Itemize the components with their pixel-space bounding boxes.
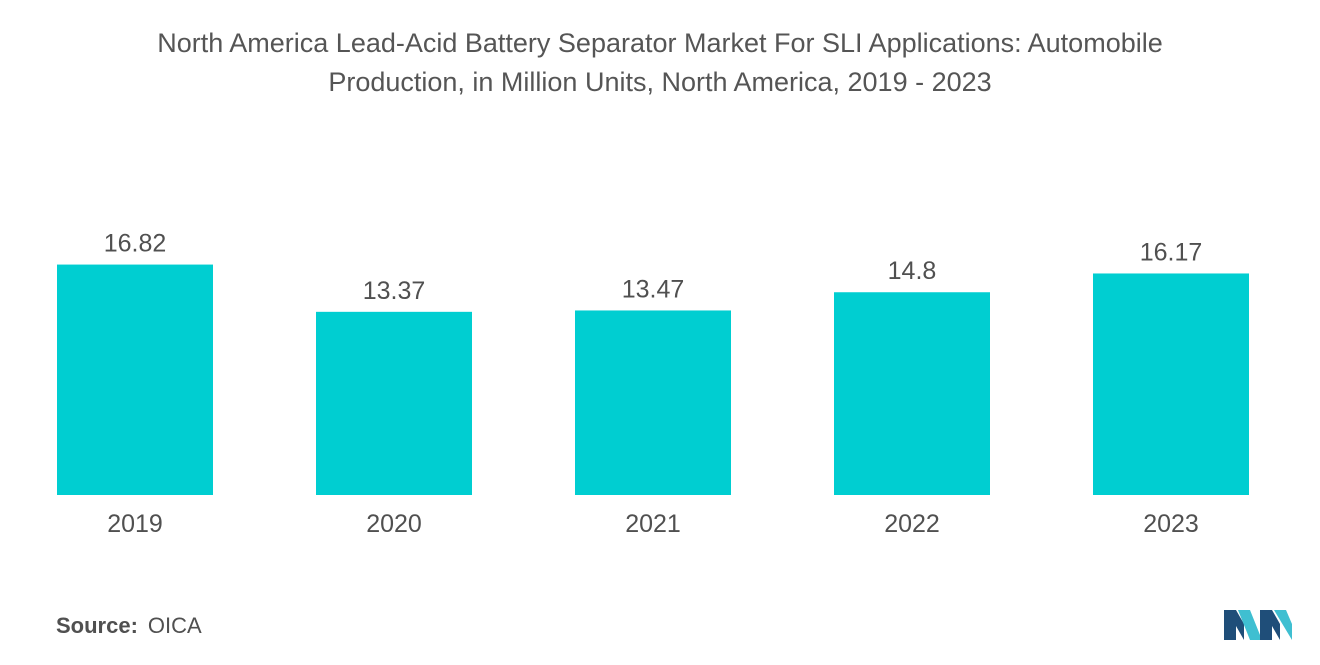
bar-chart: 16.82 2019 13.37 2020 13.47 2021 14.8 2022 16.17… <box>57 230 1249 538</box>
source-note: Source: OICA <box>56 613 202 639</box>
chart-title-line-2: Production, in Million Units, North Amer… <box>328 67 992 97</box>
x-tick-label-2021: 2021 <box>625 510 681 538</box>
data-label-2019: 16.82 <box>104 230 167 258</box>
bar-2022 <box>834 292 990 495</box>
data-label-2023: 16.17 <box>1140 238 1203 266</box>
chart-title-line-1: North America Lead-Acid Battery Separato… <box>157 28 1163 58</box>
data-label-2022: 14.8 <box>888 257 937 285</box>
mordor-intelligence-logo-icon <box>1224 610 1292 640</box>
bar-2023 <box>1093 273 1249 495</box>
bar-2020 <box>316 311 472 495</box>
bar-2021 <box>575 310 731 495</box>
x-tick-label-2022: 2022 <box>884 510 940 538</box>
source-label: Source: <box>56 613 138 638</box>
data-label-2021: 13.47 <box>622 275 685 303</box>
bar-2019 <box>57 264 213 495</box>
x-tick-label-2019: 2019 <box>107 510 163 538</box>
x-tick-label-2023: 2023 <box>1143 510 1199 538</box>
source-value: OICA <box>147 613 202 638</box>
chart-title: North America Lead-Acid Battery Separato… <box>0 24 1320 102</box>
data-label-2020: 13.37 <box>363 277 426 305</box>
x-tick-label-2020: 2020 <box>366 510 422 538</box>
